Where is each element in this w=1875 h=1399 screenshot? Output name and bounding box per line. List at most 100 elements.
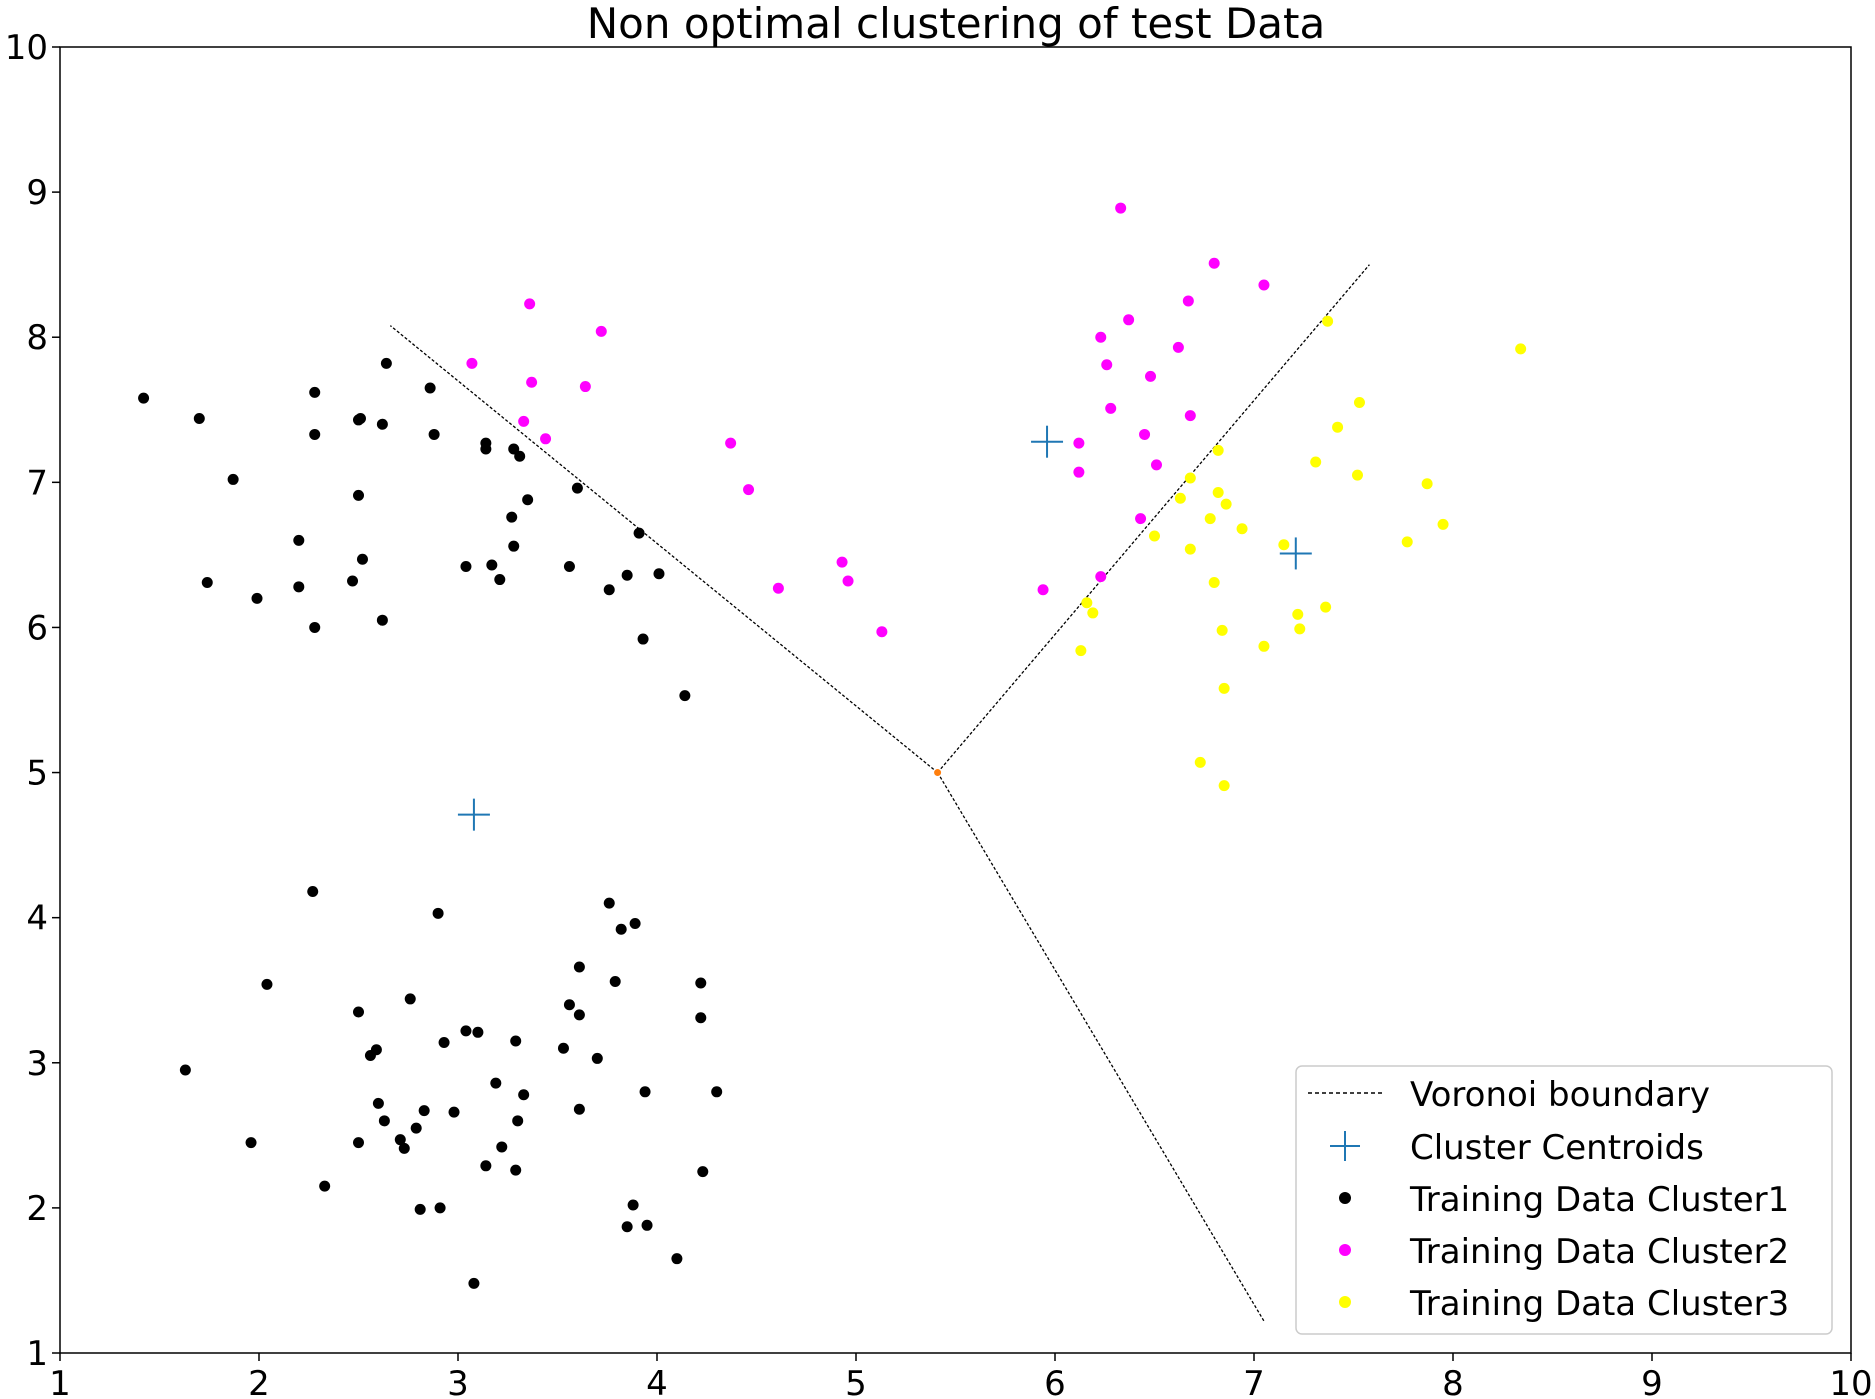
x-tick-label: 7 [1243, 1364, 1265, 1399]
cluster1-point [410, 1122, 422, 1134]
cluster1-point [414, 1203, 426, 1215]
cluster2-point [1037, 584, 1049, 596]
legend-label-voronoi: Voronoi boundary [1410, 1075, 1710, 1115]
legend-cluster3-swatch [1339, 1296, 1351, 1308]
cluster1-point [398, 1142, 410, 1154]
cluster1-point [591, 1052, 603, 1064]
legend-centroid-swatch [1330, 1131, 1360, 1161]
cluster1-point [621, 1221, 633, 1233]
cluster1-point [603, 584, 615, 596]
cluster1-point [428, 428, 440, 440]
cluster1-point [353, 489, 364, 501]
cluster-centroid-marker [457, 798, 490, 831]
cluster2-point [1095, 331, 1107, 343]
cluster3-point [1075, 645, 1087, 657]
cluster3-point [1353, 397, 1365, 409]
cluster1-point [380, 357, 392, 369]
voronoi-boundary-segment-2 [937, 264, 1370, 773]
cluster3-point [1218, 682, 1230, 694]
cluster3-point [1421, 478, 1433, 490]
cluster2-point [1145, 370, 1157, 382]
x-tick-label: 4 [646, 1364, 668, 1399]
cluster1-point [571, 482, 583, 494]
cluster1-point [573, 961, 585, 973]
cluster1-point [695, 1012, 707, 1024]
cluster3-point [1174, 492, 1186, 504]
cluster3-point [1087, 607, 1099, 619]
legend-label-cluster2: Training Data Cluster2 [1409, 1232, 1789, 1272]
cluster1-point [510, 1035, 522, 1047]
cluster3-point [1310, 456, 1322, 468]
cluster1-point [404, 993, 416, 1005]
cluster2-point [1115, 202, 1127, 214]
cluster-centroid-marker [1279, 537, 1312, 570]
cluster-centroid-marker [1031, 425, 1064, 458]
cluster1-point [347, 575, 359, 587]
cluster1-point [138, 392, 150, 404]
cluster3-point [1194, 756, 1206, 768]
cluster3-point [1204, 513, 1216, 525]
legend: Voronoi boundary Cluster Centroids Train… [1295, 1065, 1833, 1335]
cluster1-point [480, 443, 492, 455]
cluster3-point [1236, 523, 1248, 535]
cluster1-point [468, 1277, 480, 1289]
cluster3-point [1216, 624, 1228, 636]
cluster3-point [1351, 469, 1363, 481]
cluster1-point [563, 560, 575, 572]
voronoi-boundary-segment-1 [389, 325, 939, 774]
cluster3-point [1184, 472, 1196, 484]
cluster2-point [725, 437, 737, 449]
cluster1-point [480, 1160, 492, 1172]
cluster2-point [466, 357, 478, 369]
cluster1-point [637, 633, 649, 645]
cluster1-point [378, 1115, 390, 1127]
legend-cluster1-swatch [1339, 1192, 1351, 1204]
cluster2-point [518, 415, 530, 427]
cluster1-point [193, 412, 205, 424]
cluster2-point [1101, 359, 1113, 371]
x-tick-label: 6 [1044, 1364, 1066, 1399]
cluster2-point [1073, 437, 1085, 449]
cluster1-point [261, 978, 273, 990]
cluster1-point [472, 1026, 484, 1038]
x-tick-label: 5 [845, 1364, 867, 1399]
cluster1-point [251, 592, 263, 604]
cluster2-point [1139, 428, 1151, 440]
cluster2-point [1208, 257, 1220, 269]
legend-label-cluster3: Training Data Cluster3 [1409, 1284, 1789, 1324]
cluster1-point [460, 1025, 472, 1037]
cluster1-point [319, 1180, 331, 1192]
cluster1-point [711, 1086, 723, 1098]
cluster3-point [1212, 444, 1224, 456]
cluster1-point [518, 1089, 530, 1101]
cluster1-point [563, 999, 575, 1011]
cluster1-point [621, 569, 633, 581]
cluster2-point [842, 575, 854, 587]
cluster1-point [448, 1106, 460, 1118]
cluster1-point [432, 907, 444, 919]
y-tick-label: 5 [26, 754, 48, 794]
cluster1-point [227, 473, 239, 485]
cluster2-point [1150, 459, 1162, 471]
cluster3-point [1401, 536, 1413, 548]
cluster1-point [179, 1064, 191, 1076]
cluster3-point [1149, 530, 1160, 542]
legend-label-cluster1: Training Data Cluster1 [1409, 1180, 1789, 1220]
y-tick-label: 2 [26, 1189, 48, 1229]
voronoi-vertex [934, 769, 942, 777]
cluster3-point [1220, 498, 1232, 510]
cluster1-point [376, 418, 388, 430]
cluster1-point [309, 386, 321, 398]
cluster3-point [1218, 780, 1230, 792]
cluster2-point [1182, 295, 1194, 307]
cluster1-point [370, 1044, 382, 1056]
cluster2-point [524, 298, 536, 310]
cluster1-point [639, 1086, 651, 1098]
cluster1-point [307, 886, 319, 898]
y-tick-label: 4 [26, 899, 48, 939]
cluster2-point [1123, 314, 1135, 326]
cluster1-point [697, 1166, 709, 1178]
cluster1-point [508, 443, 520, 455]
cluster1-point [394, 1134, 406, 1146]
cluster2-point [876, 626, 888, 638]
